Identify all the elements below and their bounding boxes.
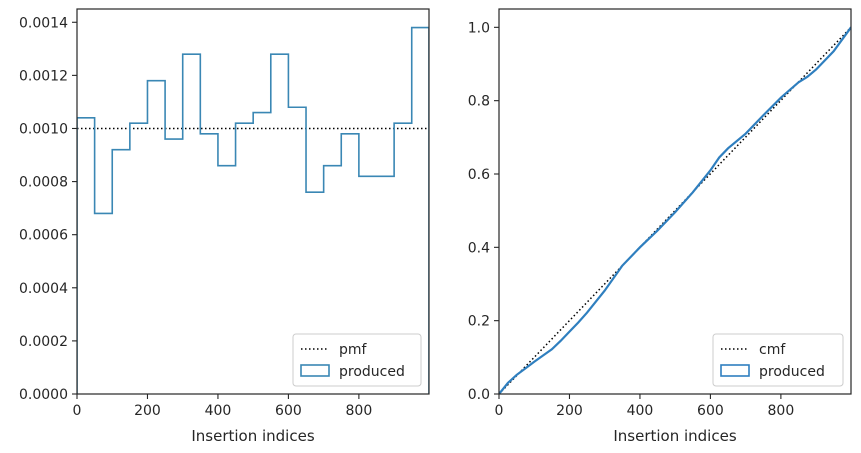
y-tick-label: 0.0012 <box>19 68 68 84</box>
x-tick-label: 200 <box>556 403 583 419</box>
legend-produced-label: produced <box>759 364 825 380</box>
y-tick-label: 0.0004 <box>19 281 68 297</box>
axes-frame <box>498 8 852 395</box>
y-tick-label: 0.0014 <box>19 15 68 31</box>
y-tick-label: 0.0010 <box>19 121 68 137</box>
y-tick-label: 0.8 <box>468 94 490 110</box>
y-tick-label: 0.0002 <box>19 334 68 350</box>
chart-2: 0 200 400 600 800 0.0 0.2 0.4 0.6 0.8 1.0 Insertion… <box>468 8 852 445</box>
y-tick-label: 0.4 <box>468 240 490 256</box>
x-tick-label: 0 <box>495 403 504 419</box>
legend-pmf-label: pmf <box>339 342 368 358</box>
axes-frame <box>76 8 430 395</box>
y-tick-label: 0.2 <box>468 314 490 330</box>
y-tick-label: 0.0008 <box>19 175 68 191</box>
legend-cmf-label: cmf <box>759 342 786 358</box>
x-tick-label: 600 <box>697 403 724 419</box>
legend-produced-label: produced <box>339 364 405 380</box>
x-tick-label: 800 <box>768 403 795 419</box>
x-tick-label: 0 <box>73 403 82 419</box>
x-tick-label: 600 <box>275 403 302 419</box>
x-axis-label: Insertion indices <box>191 427 314 445</box>
x-tick-label: 800 <box>346 403 373 419</box>
y-tick-label: 1.0 <box>468 20 490 36</box>
legend-frame <box>712 333 844 387</box>
series-cmf-mark <box>499 26 851 394</box>
plot-area <box>77 26 429 394</box>
y-tick-label: 0.6 <box>468 167 490 183</box>
y-tick-label: 0.0000 <box>19 387 68 403</box>
x-tick-label: 400 <box>205 403 232 419</box>
x-tick-label: 200 <box>134 403 161 419</box>
x-tick-label: 400 <box>627 403 654 419</box>
chart-1: 0 200 400 600 800 0.0000 0.0002 0.0004 0.0006 0.0… <box>19 8 430 445</box>
series-produced-mark <box>499 26 851 394</box>
x-axis-label: Insertion indices <box>613 427 736 445</box>
y-tick-label: 0.0006 <box>19 228 68 244</box>
legend-produced-handle <box>300 364 330 377</box>
legend-frame <box>292 333 422 387</box>
series-produced-mark <box>77 26 429 394</box>
plot-area <box>499 26 851 394</box>
y-tick-label: 0.0 <box>468 387 490 403</box>
legend-produced-handle <box>720 364 750 377</box>
legend: pmf produced <box>292 333 422 387</box>
legend: cmf produced <box>712 333 844 387</box>
